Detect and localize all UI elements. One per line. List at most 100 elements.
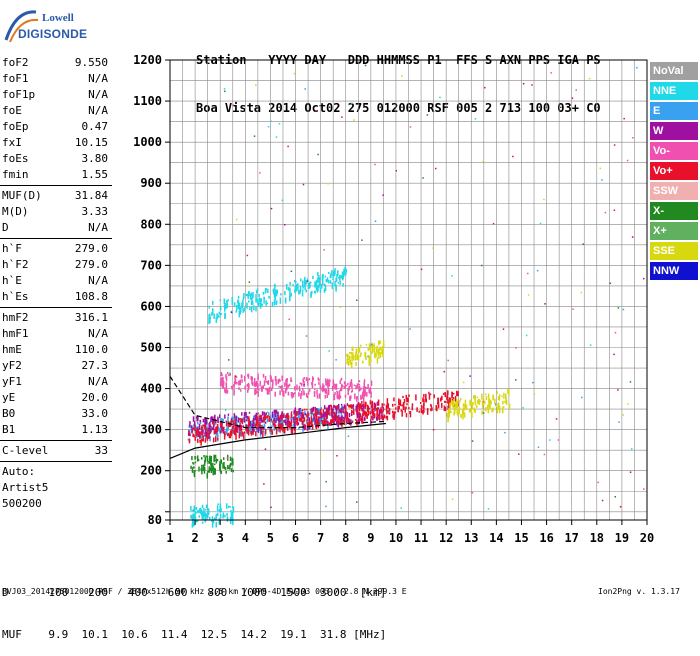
noise-point	[522, 407, 524, 409]
echo-point	[263, 380, 266, 383]
echo-point	[327, 420, 329, 426]
echo-point	[326, 277, 329, 283]
noise-point	[462, 381, 465, 384]
echo-point	[255, 290, 258, 294]
echo-point	[280, 293, 282, 296]
echo-point	[508, 389, 510, 396]
echo-point	[247, 427, 249, 431]
echo-point	[332, 415, 334, 423]
echo-point	[285, 388, 287, 394]
echo-point	[215, 427, 217, 432]
echo-point	[426, 409, 429, 415]
echo-point	[266, 302, 269, 305]
echo-point	[215, 521, 218, 528]
noise-point	[325, 505, 327, 508]
echo-point	[481, 393, 483, 400]
noise-point	[613, 353, 615, 356]
noise-point	[589, 344, 592, 346]
echo-point	[458, 411, 460, 415]
echo-point	[210, 426, 212, 431]
echo-point	[203, 460, 206, 466]
echo-point	[368, 344, 371, 350]
y-tick-label: 800	[140, 217, 162, 231]
echo-point	[274, 409, 276, 416]
echo-point	[305, 280, 307, 283]
noise-point	[303, 383, 305, 386]
header-value: 005	[456, 101, 486, 115]
echo-point	[348, 412, 351, 417]
noise-point	[347, 435, 350, 438]
echo-point	[304, 276, 306, 283]
echo-point	[369, 389, 371, 394]
echo-point	[485, 395, 488, 401]
echo-point	[308, 388, 311, 392]
echo-point	[358, 385, 361, 392]
noise-point	[432, 428, 435, 431]
echo-point	[298, 427, 300, 430]
echo-point	[359, 404, 361, 408]
parameter-row: h`F 279.0	[0, 241, 112, 257]
parameter-row: foF2 9.550	[0, 55, 112, 71]
echo-point	[269, 429, 272, 434]
legend-item-ssw: SSW	[650, 182, 698, 200]
echo-point	[255, 412, 258, 418]
echo-point	[278, 415, 280, 419]
noise-point	[409, 328, 411, 330]
echo-point	[303, 417, 306, 422]
echo-point	[395, 407, 397, 410]
noise-point	[284, 223, 286, 226]
echo-point	[202, 418, 205, 423]
echo-point	[253, 378, 256, 384]
echo-point	[289, 424, 292, 427]
echo-point	[349, 359, 352, 365]
echo-point	[299, 285, 302, 292]
echo-point	[345, 384, 348, 387]
noise-point	[525, 334, 528, 337]
echo-point	[324, 412, 327, 416]
echo-point	[344, 412, 346, 419]
echo-point	[495, 404, 497, 407]
echo-point	[219, 414, 221, 419]
echo-point	[201, 469, 203, 475]
echo-point	[360, 404, 362, 409]
distance-value: 1500	[273, 586, 314, 599]
echo-point	[291, 427, 294, 434]
echo-point	[475, 404, 478, 408]
echo-point	[354, 393, 356, 400]
echo-point	[281, 375, 283, 381]
noise-point	[420, 268, 423, 271]
echo-point	[224, 312, 226, 319]
noise-point	[572, 308, 574, 310]
echo-point	[501, 395, 503, 398]
echo-point	[224, 514, 226, 518]
echo-point	[259, 384, 261, 387]
echo-point	[232, 469, 234, 473]
echo-point	[278, 416, 280, 422]
echo-point	[250, 306, 253, 313]
echo-point	[226, 427, 228, 434]
echo-point	[215, 430, 218, 434]
noise-point	[626, 159, 629, 162]
echo-point	[196, 430, 199, 434]
echo-point	[272, 379, 274, 385]
echo-point	[278, 419, 280, 425]
echo-point	[221, 429, 223, 432]
echo-point	[263, 296, 265, 299]
echo-point	[364, 411, 367, 417]
echo-point	[286, 383, 288, 389]
echo-point	[421, 406, 423, 409]
echo-point	[233, 430, 236, 436]
echo-point	[255, 380, 258, 383]
echo-point	[346, 358, 348, 365]
echo-point	[489, 404, 491, 410]
echo-point	[378, 409, 381, 416]
echo-point	[222, 418, 224, 422]
noise-point	[323, 249, 325, 251]
echo-point	[230, 463, 232, 466]
echo-point	[376, 351, 379, 354]
echo-point	[337, 282, 340, 284]
echo-point	[204, 438, 207, 443]
echo-point	[222, 384, 224, 388]
echo-point	[257, 377, 259, 381]
echo-point	[245, 293, 248, 297]
